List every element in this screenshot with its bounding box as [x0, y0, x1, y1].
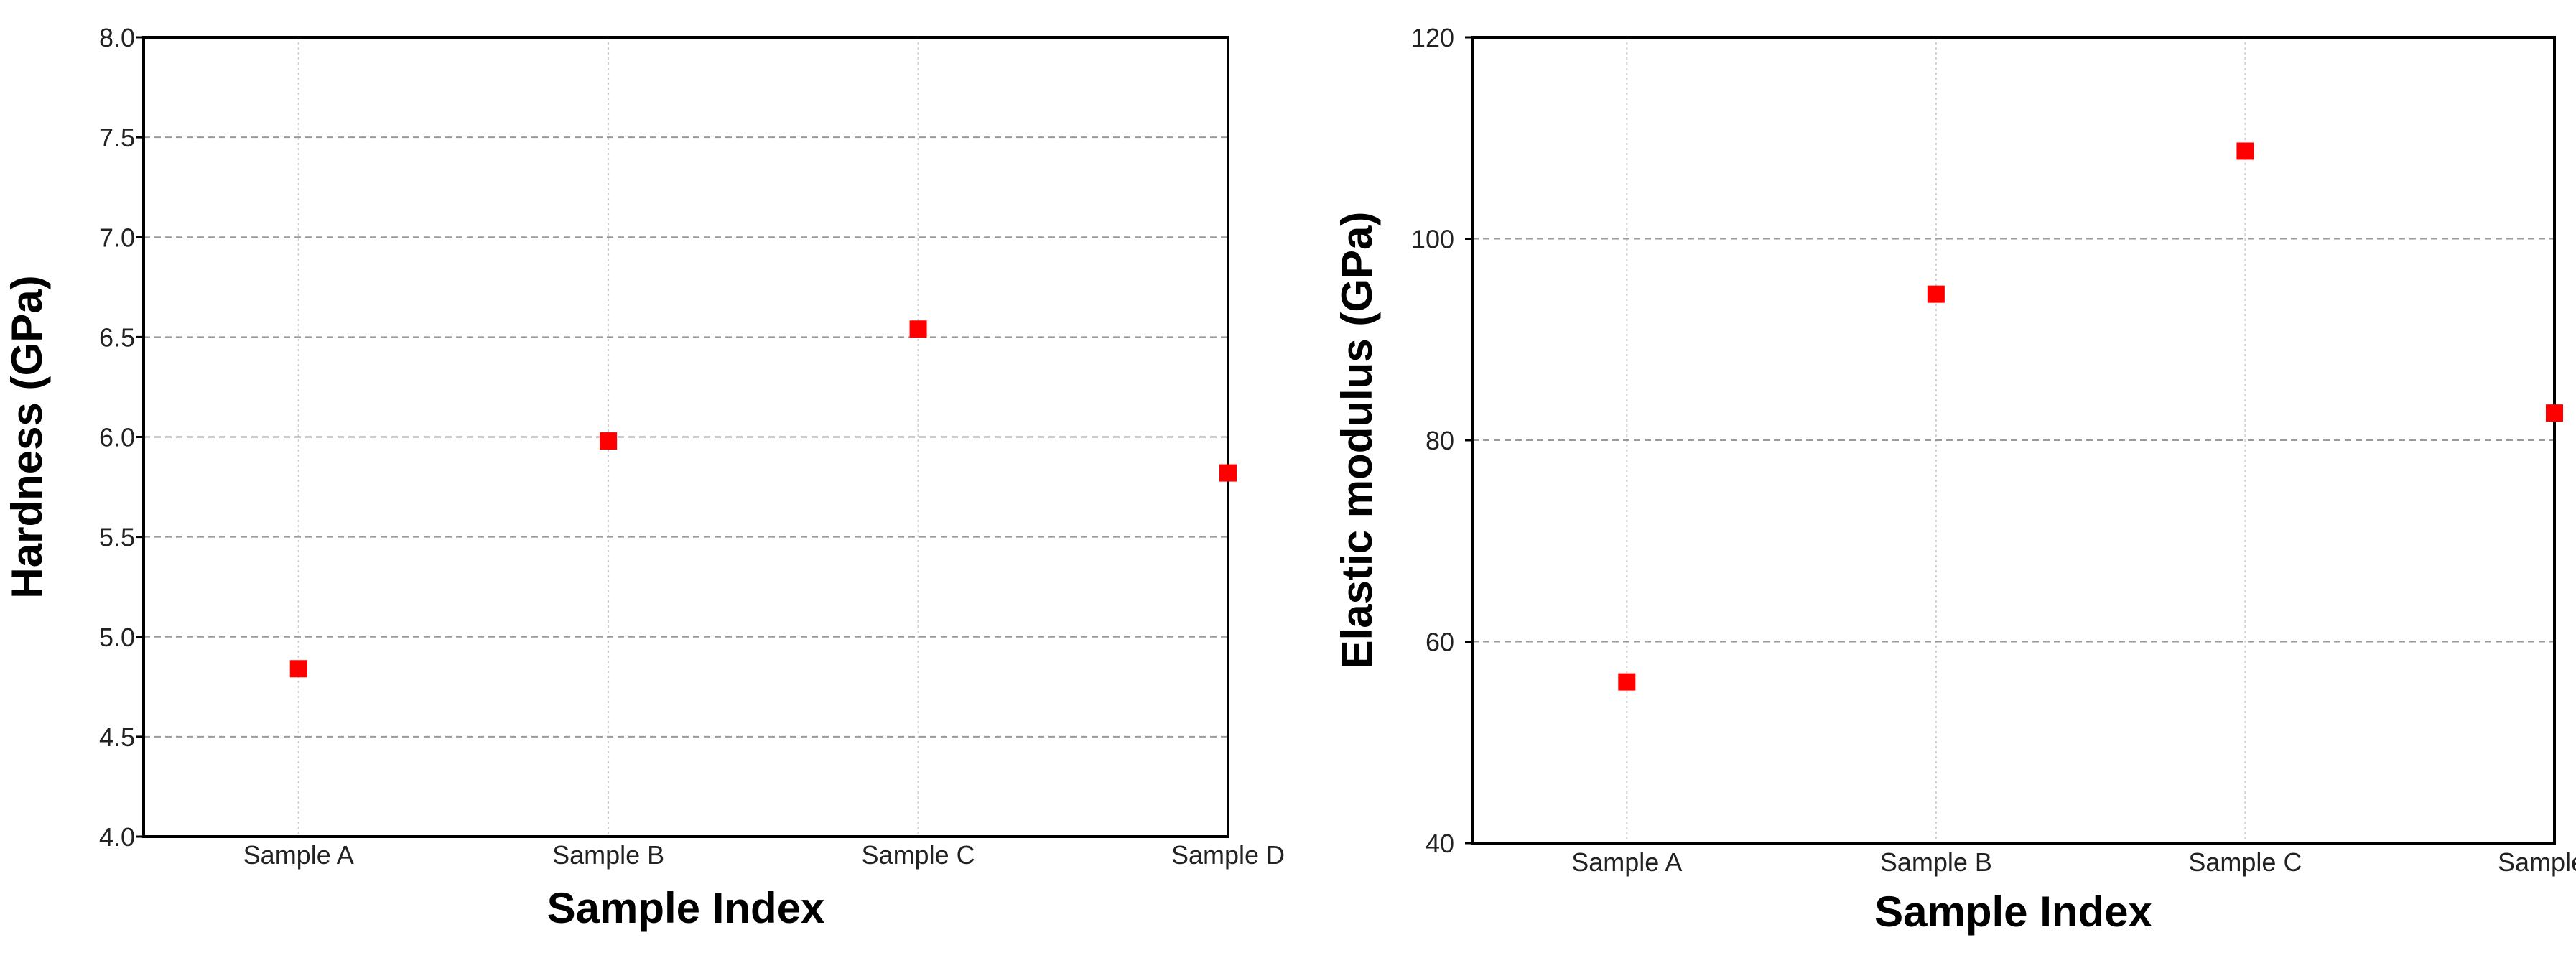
y-tick-label: 6.0 — [99, 423, 135, 452]
y-tick-label: 4.5 — [99, 722, 135, 752]
y-tick-label: 7.0 — [99, 223, 135, 252]
y-tick-label: 7.5 — [99, 123, 135, 152]
data-point — [1618, 673, 1636, 691]
data-point — [2546, 404, 2563, 422]
data-point — [600, 432, 618, 450]
y-tick-label: 60 — [1426, 628, 1454, 657]
x-axis-title: Sample Index — [1874, 888, 2152, 936]
x-tick-label: Sample C — [862, 840, 975, 870]
x-tick-label: Sample A — [243, 840, 354, 870]
data-point — [1219, 464, 1237, 482]
y-axis-title: Hardness (GPa) — [3, 275, 51, 598]
y-tick-label: 5.5 — [99, 523, 135, 552]
y-tick-label: 4.0 — [99, 822, 135, 852]
data-point — [289, 660, 307, 678]
x-tick-label: Sample C — [2188, 847, 2302, 877]
y-tick-label: 100 — [1411, 225, 1454, 254]
y-tick-label: 8.0 — [99, 23, 135, 52]
plot-frame — [142, 36, 1229, 838]
elastic-modulus-chart: 40 60 80 100 120 Sample A Sample B Sample C Samp… — [1333, 23, 2576, 936]
data-point — [909, 320, 927, 338]
x-tick-label: Sample A — [1571, 847, 1682, 877]
y-tick-label: 80 — [1426, 426, 1454, 455]
y-tick-label: 120 — [1411, 23, 1454, 52]
data-point — [2236, 142, 2254, 160]
plot-frame — [1471, 36, 2556, 845]
x-tick-label: Sample D — [1171, 840, 1285, 870]
x-tick-label: Sample D — [2498, 847, 2576, 877]
y-tick-label: 6.5 — [99, 322, 135, 352]
data-point — [1927, 285, 1945, 303]
hardness-chart: 4.0 4.5 5.0 5.5 6.0 6.5 7.0 7.5 8.0 Sample A Sampl… — [3, 23, 1285, 932]
x-axis-title: Sample Index — [547, 884, 825, 932]
y-axis-title: Elastic modulus (GPa) — [1333, 212, 1381, 669]
y-tick-label: 40 — [1426, 829, 1454, 858]
x-tick-label: Sample B — [1880, 847, 1992, 877]
y-tick-label: 5.0 — [99, 623, 135, 652]
x-tick-label: Sample B — [552, 840, 664, 870]
